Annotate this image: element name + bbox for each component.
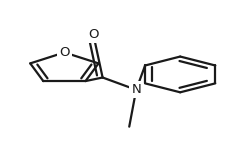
Text: O: O [59, 46, 70, 59]
Text: O: O [88, 28, 99, 41]
Text: N: N [131, 83, 141, 96]
